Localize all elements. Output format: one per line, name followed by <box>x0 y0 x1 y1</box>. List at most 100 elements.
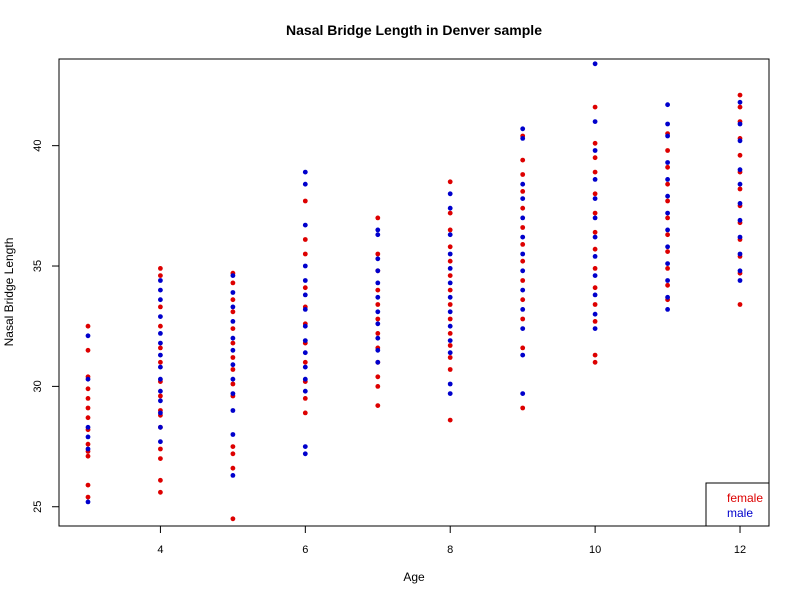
female-point-89 <box>520 316 526 322</box>
male-point-90 <box>592 234 598 240</box>
male-point-50 <box>375 268 381 274</box>
female-point-49 <box>302 359 308 365</box>
male-point-25 <box>230 347 236 353</box>
male-point-100 <box>665 177 670 182</box>
male-point-65 <box>447 309 453 315</box>
male-point-18 <box>158 424 163 430</box>
male-point-20 <box>230 273 236 278</box>
male-point-85 <box>592 119 598 124</box>
female-point-102 <box>592 302 598 307</box>
female-point-72 <box>447 302 453 307</box>
points-layer <box>85 61 743 522</box>
male-point-21 <box>230 290 236 295</box>
male-point-30 <box>230 432 236 437</box>
female-point-56 <box>375 287 381 293</box>
male-point-1 <box>85 376 91 382</box>
legend-entry-female: female <box>727 491 763 505</box>
male-point-53 <box>375 309 381 315</box>
female-point-62 <box>375 374 381 380</box>
female-point-32 <box>230 326 236 331</box>
male-point-94 <box>592 311 598 317</box>
y-tick-label-25: 25 <box>32 501 44 513</box>
male-point-106 <box>665 278 670 283</box>
x-tick-label-4: 4 <box>157 544 163 556</box>
male-point-2 <box>85 424 91 430</box>
male-point-64 <box>447 294 453 300</box>
female-point-33 <box>230 340 236 346</box>
male-point-89 <box>592 215 598 221</box>
female-point-15 <box>158 304 163 310</box>
female-point-35 <box>230 367 236 372</box>
male-point-73 <box>520 181 526 187</box>
male-point-61 <box>447 251 453 257</box>
female-point-99 <box>592 246 598 252</box>
male-point-84 <box>592 61 598 67</box>
female-point-84 <box>520 225 526 230</box>
female-point-68 <box>447 244 453 250</box>
male-point-111 <box>737 138 743 144</box>
male-point-109 <box>737 99 743 105</box>
female-point-97 <box>592 210 598 216</box>
y-axis: 25 30 35 40 <box>32 140 59 513</box>
male-point-38 <box>302 307 308 312</box>
male-point-57 <box>375 359 381 365</box>
legend-entry-male: male <box>727 506 753 520</box>
male-point-12 <box>158 352 163 358</box>
male-point-105 <box>665 261 670 266</box>
female-point-57 <box>375 302 381 307</box>
female-point-108 <box>665 164 670 170</box>
male-point-4 <box>85 446 91 452</box>
female-point-4 <box>85 396 91 401</box>
female-point-109 <box>665 181 670 187</box>
male-point-8 <box>158 297 163 303</box>
female-point-110 <box>665 198 670 204</box>
male-point-13 <box>158 364 163 370</box>
male-point-47 <box>375 227 381 233</box>
female-point-11 <box>85 482 91 488</box>
female-point-70 <box>447 273 453 278</box>
male-point-82 <box>520 352 526 358</box>
x-tick-label-10: 10 <box>589 544 601 556</box>
female-point-29 <box>230 280 236 286</box>
male-point-52 <box>375 294 381 300</box>
female-point-20 <box>158 393 163 399</box>
male-point-70 <box>447 391 453 396</box>
male-point-14 <box>158 376 163 382</box>
male-point-118 <box>737 268 743 274</box>
male-point-98 <box>665 133 670 139</box>
female-point-51 <box>302 396 308 401</box>
female-point-101 <box>592 285 598 291</box>
female-point-67 <box>447 227 453 233</box>
female-point-103 <box>592 319 598 324</box>
female-point-94 <box>592 155 598 161</box>
female-point-88 <box>520 297 526 303</box>
y-tick-label-30: 30 <box>32 380 44 392</box>
male-point-113 <box>737 181 743 187</box>
male-point-112 <box>737 167 743 173</box>
male-point-59 <box>447 205 453 211</box>
female-point-25 <box>158 456 163 461</box>
male-point-36 <box>302 278 308 283</box>
male-point-74 <box>520 196 526 202</box>
male-point-81 <box>520 326 526 331</box>
female-point-41 <box>230 516 236 522</box>
male-point-77 <box>520 251 526 257</box>
female-point-5 <box>85 405 91 411</box>
female-point-30 <box>230 297 236 303</box>
male-point-29 <box>230 408 236 413</box>
male-point-48 <box>375 232 381 238</box>
female-point-6 <box>85 415 91 421</box>
female-point-92 <box>592 104 598 110</box>
female-point-107 <box>665 148 670 153</box>
male-point-95 <box>592 326 598 331</box>
male-point-97 <box>665 121 670 127</box>
female-point-69 <box>447 258 453 264</box>
male-point-31 <box>230 473 236 478</box>
male-point-114 <box>737 201 743 206</box>
male-point-56 <box>375 347 381 353</box>
male-point-116 <box>737 234 743 240</box>
female-point-43 <box>302 237 308 242</box>
female-point-59 <box>375 331 381 336</box>
male-point-23 <box>230 319 236 324</box>
